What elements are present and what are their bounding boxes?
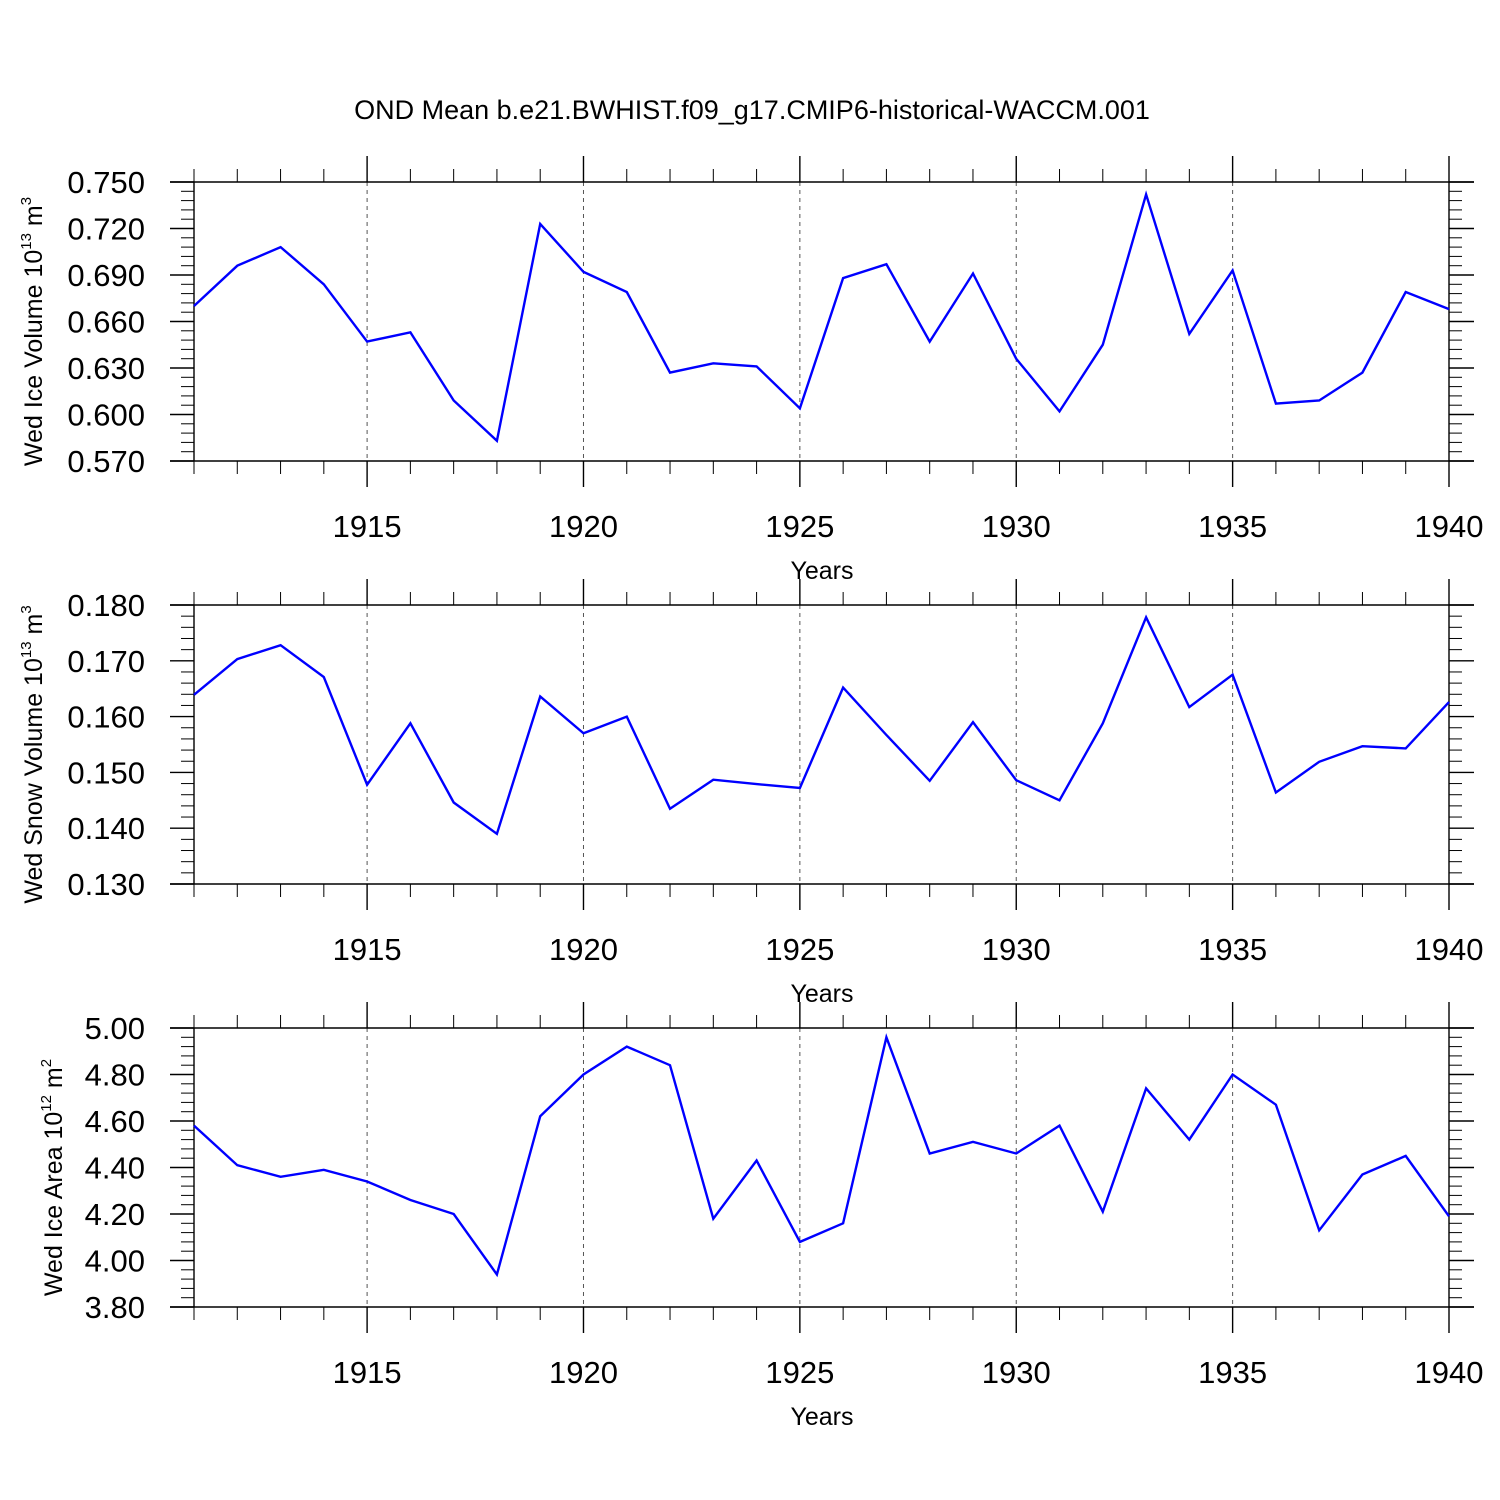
series-line-1 — [193, 1033, 1450, 1278]
y-tick-label: 5.00 — [85, 1011, 145, 1046]
x-tick-label: 1925 — [765, 932, 834, 967]
y-axis-label-text: Wed Snow Volume 10 — [20, 658, 48, 904]
x-tick-label: 1930 — [982, 932, 1051, 967]
series-line-1 — [193, 614, 1450, 836]
x-tick-label: 1915 — [333, 932, 402, 967]
y-tick-label: 0.630 — [67, 351, 145, 386]
x-tick-label: 1930 — [982, 509, 1051, 544]
x-tick-label: 1920 — [549, 932, 618, 967]
y-axis-label: Wed Ice Area 1012 m2 — [38, 1059, 68, 1296]
chart-panel-3: 3.80 4.00 4.20 4.40 4.60 4.80 5.00 1915 1920 1925… — [38, 1002, 1483, 1431]
x-tick-label: 1925 — [765, 509, 834, 544]
y-axis-label-unit-exponent: 2 — [38, 1059, 55, 1067]
x-tick-label: 1925 — [765, 1355, 834, 1390]
x-tick-label: 1930 — [982, 1355, 1051, 1390]
x-tick-label: 1935 — [1198, 1355, 1267, 1390]
x-axis-label: Years — [790, 980, 853, 1008]
y-axis-label-unit: m — [20, 614, 48, 642]
y-tick-label: 0.130 — [67, 867, 145, 902]
chart-title: OND Mean b.e21.BWHIST.f09_g17.CMIP6-hist… — [354, 95, 1150, 125]
y-axis-label-exponent: 12 — [38, 1095, 55, 1112]
y-axis-label-unit-exponent: 3 — [18, 605, 35, 613]
x-tick-label: 1940 — [1415, 932, 1484, 967]
y-axis-label: Wed Ice Volume 1013 m3 — [18, 197, 48, 466]
y-tick-label: 4.60 — [85, 1104, 145, 1139]
y-axis-label-exponent: 13 — [18, 233, 35, 250]
y-tick-label: 0.750 — [67, 165, 145, 200]
x-axis-label: Years — [790, 557, 853, 585]
y-tick-label: 0.570 — [67, 444, 145, 479]
x-tick-label: 1940 — [1415, 1355, 1484, 1390]
y-tick-label: 4.80 — [85, 1058, 145, 1093]
y-tick-label: 0.660 — [67, 305, 145, 340]
y-axis-label-unit: m — [40, 1067, 68, 1095]
y-axis-label-text: Wed Ice Area 10 — [40, 1112, 68, 1296]
y-axis-label: Wed Snow Volume 1013 m3 — [18, 605, 48, 903]
x-tick-label: 1915 — [333, 1355, 402, 1390]
y-tick-label: 4.20 — [85, 1197, 145, 1232]
chart-panel-1: 0.570 0.600 0.630 0.660 0.690 0.720 0.750 1915 1… — [18, 156, 1483, 585]
y-tick-label: 0.600 — [67, 398, 145, 433]
y-tick-label: 4.00 — [85, 1244, 145, 1279]
x-tick-label: 1920 — [549, 509, 618, 544]
y-tick-label: 0.140 — [67, 811, 145, 846]
y-axis-label-unit: m — [20, 205, 48, 233]
x-tick-label: 1935 — [1198, 509, 1267, 544]
x-tick-label: 1935 — [1198, 932, 1267, 967]
y-tick-label: 0.690 — [67, 258, 145, 293]
x-axis-label: Years — [790, 1403, 853, 1431]
x-tick-label: 1920 — [549, 1355, 618, 1390]
y-tick-label: 0.170 — [67, 644, 145, 679]
y-tick-label: 0.160 — [67, 700, 145, 735]
y-axis-label-unit-exponent: 3 — [18, 197, 35, 205]
y-axis-label-exponent: 13 — [18, 641, 35, 658]
y-tick-label: 0.720 — [67, 212, 145, 247]
y-tick-label: 3.80 — [85, 1290, 145, 1325]
y-axis-label-text: Wed Ice Volume 10 — [20, 250, 48, 466]
series-line-1 — [193, 190, 1450, 444]
x-tick-label: 1940 — [1415, 509, 1484, 544]
y-tick-label: 0.180 — [67, 588, 145, 623]
chart-panel-2: 0.130 0.140 0.150 0.160 0.170 0.180 1915 1920 19… — [18, 579, 1483, 1008]
y-tick-label: 4.40 — [85, 1151, 145, 1186]
x-tick-label: 1915 — [333, 509, 402, 544]
y-tick-label: 0.150 — [67, 755, 145, 790]
